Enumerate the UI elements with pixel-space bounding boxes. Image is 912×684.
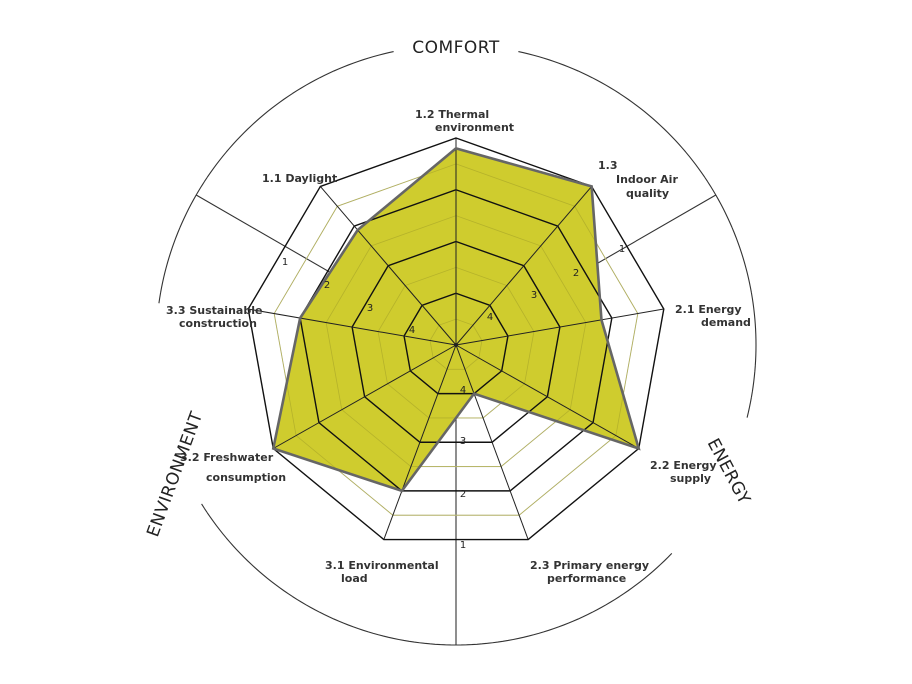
tick-label: 4 bbox=[460, 385, 466, 396]
group-label-comfort: COMFORT bbox=[412, 38, 500, 58]
axis-label-3-3: 3.3 Sustainable construction bbox=[166, 304, 262, 330]
spoke-3.3 bbox=[248, 308, 457, 346]
spoke-3.2 bbox=[273, 344, 457, 449]
axis-label-1-1: 1.1 Daylight bbox=[262, 172, 337, 185]
tick-label: 1 bbox=[619, 244, 625, 255]
data-outline bbox=[271, 146, 641, 493]
axis-spokes bbox=[248, 138, 664, 540]
group-label-environment: ENVIRONMENT bbox=[143, 409, 207, 540]
axis-label-3-1: 3.1 Environmental load bbox=[325, 559, 439, 585]
ring-level-3 bbox=[351, 240, 561, 443]
axis-label-1-3: 1.3 Indoor Air quality bbox=[598, 159, 678, 200]
axis-label-1-2: 1.2 Thermal environment bbox=[415, 108, 514, 134]
outer-circle-arc bbox=[158, 51, 757, 646]
spoke-1.3 bbox=[455, 186, 593, 346]
tick-label: 2 bbox=[460, 489, 466, 500]
tick-label: 3 bbox=[367, 303, 373, 314]
axis-label-2-2: 2.2 Energy supply bbox=[650, 459, 717, 485]
spoke-2.1 bbox=[455, 308, 664, 346]
tick-label: 4 bbox=[487, 312, 493, 323]
axis-labels: 1.2 Thermal environment 1.3 Indoor Air quali… bbox=[166, 108, 751, 585]
tick-label: 3 bbox=[460, 436, 466, 447]
tick-labels: 1 2 3 4 1 2 3 4 1 2 3 4 bbox=[282, 244, 625, 551]
ring-level-4 bbox=[403, 292, 509, 395]
tick-label: 1 bbox=[282, 257, 288, 268]
tick-label: 4 bbox=[409, 325, 415, 336]
tick-label: 2 bbox=[573, 268, 579, 279]
axis-label-2-1: 2.1 Energy demand bbox=[675, 303, 751, 329]
outer-circle bbox=[158, 51, 757, 646]
spoke-2.2 bbox=[455, 344, 639, 449]
tick-label: 2 bbox=[324, 280, 330, 291]
ring-level-1 bbox=[247, 137, 665, 541]
spoke-3.1 bbox=[383, 344, 457, 540]
level-rings bbox=[247, 137, 665, 541]
spoke-1.1 bbox=[319, 186, 457, 346]
data-outline-path bbox=[271, 146, 641, 493]
ring-level-2 bbox=[299, 189, 613, 492]
axis-label-3-2: 3.2 Freshwater consumption bbox=[180, 451, 286, 484]
tick-label: 1 bbox=[460, 540, 466, 551]
tick-label: 3 bbox=[531, 290, 537, 301]
axis-label-2-3: 2.3 Primary energy performance bbox=[530, 559, 649, 585]
spoke-2.3 bbox=[455, 344, 529, 540]
